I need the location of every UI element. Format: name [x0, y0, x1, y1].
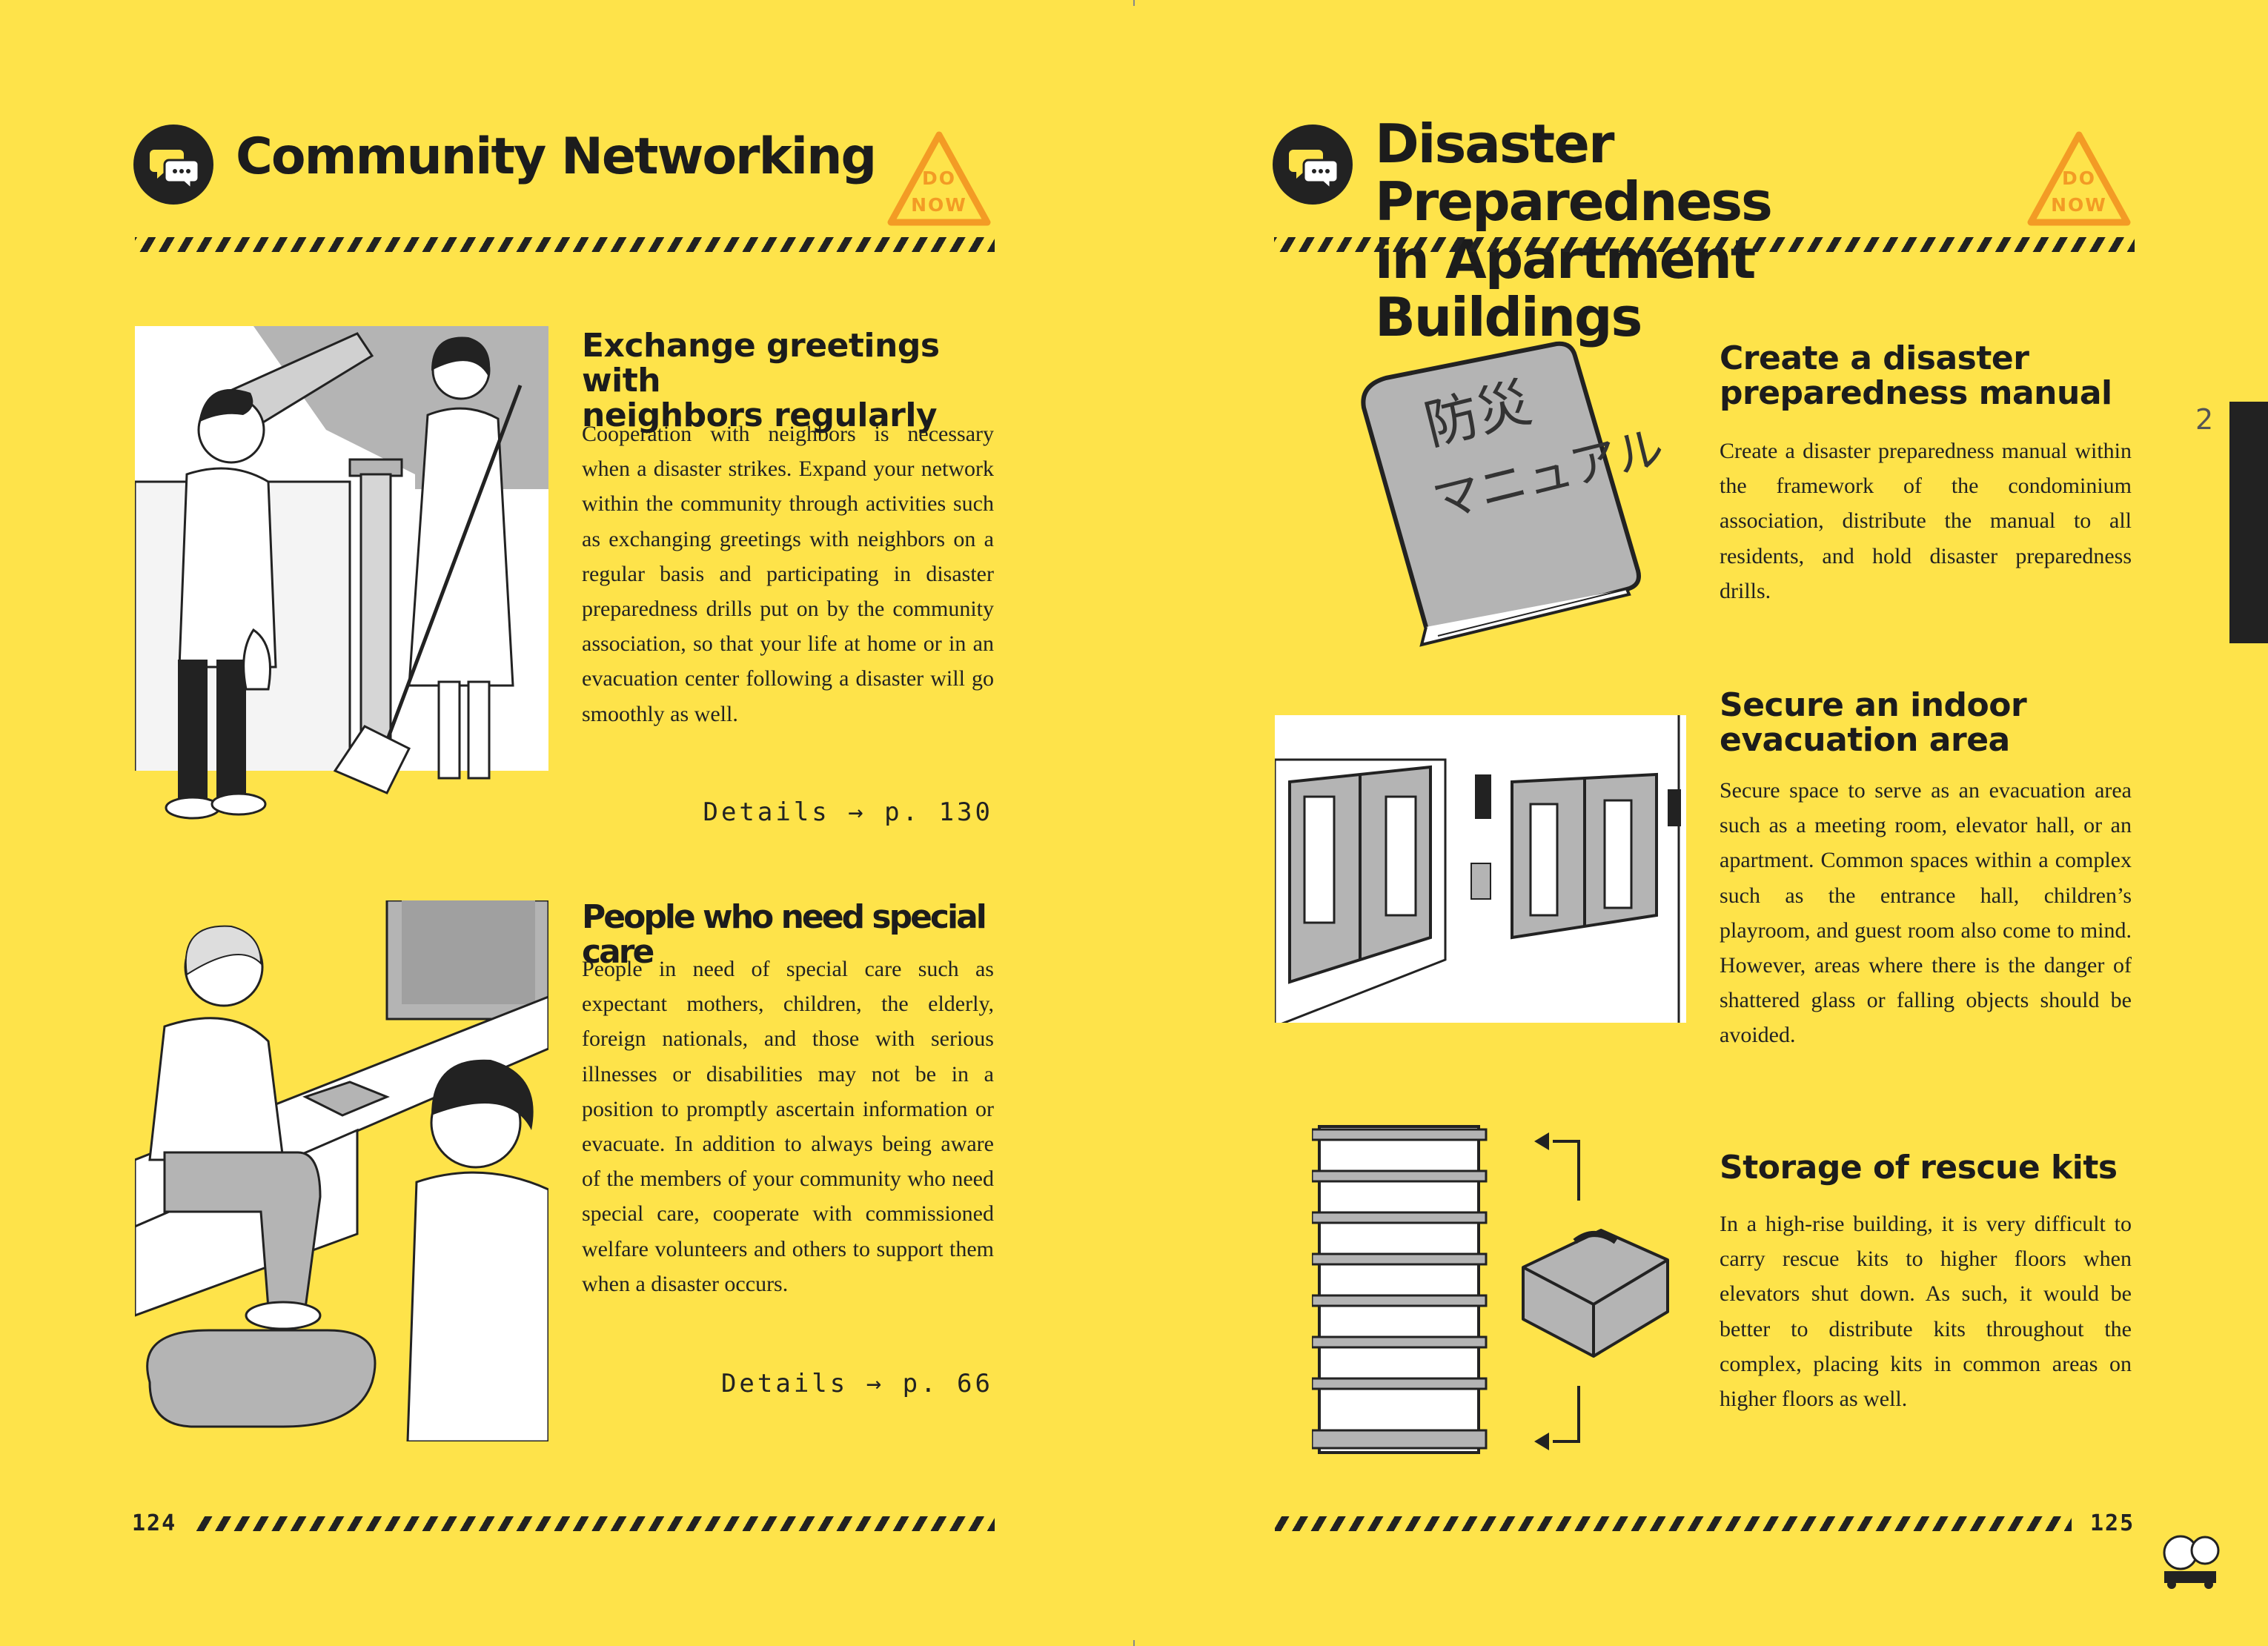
right-page: Disaster Preparedness in Apartment Build… [1134, 0, 2268, 1646]
section-heading: Secure an indoor evacuation area [1720, 688, 2142, 757]
page-title: Community Networking [236, 127, 875, 187]
fold-mark-bottom [1133, 1640, 1135, 1646]
header-stripe [1274, 237, 2135, 252]
elevator-hall-illustration [1275, 715, 1686, 1023]
page-number: 125 [2090, 1510, 2135, 1536]
manual-book-illustration: 防災 マニュアル [1327, 333, 1682, 660]
section-heading: Storage of rescue kits [1720, 1150, 2142, 1185]
left-page: Community Networking DO NOW [0, 0, 1134, 1646]
do-now-badge: DO NOW [883, 127, 995, 231]
page-title: Disaster Preparedness in Apartment Build… [1375, 115, 2005, 346]
chapter-tab [2229, 402, 2268, 643]
do-now-line1: DO [2023, 166, 2135, 191]
footer-stripe [196, 1516, 995, 1531]
heading-line: Exchange greetings with [582, 328, 1004, 398]
do-now-line1: DO [883, 166, 995, 191]
chat-bubbles-icon [133, 125, 213, 205]
section-body: Cooperation with neighbors is necessary … [582, 417, 994, 731]
neighbors-greeting-illustration [135, 326, 548, 837]
section-body: In a high-rise building, it is very diff… [1720, 1207, 2132, 1416]
rescue-kit-illustration [1312, 1119, 1682, 1460]
chat-bubbles-icon [1273, 125, 1353, 205]
section-body: Secure space to serve as an evacuation a… [1720, 773, 2132, 1053]
section-heading: Create a disaster preparedness manual [1720, 341, 2142, 411]
special-care-illustration [135, 900, 548, 1441]
chapter-number: 2 [2195, 403, 2213, 436]
mascot-icon [2149, 1512, 2231, 1593]
footer-stripe [1275, 1516, 2072, 1531]
do-now-line2: NOW [2023, 193, 2135, 218]
do-now-line2: NOW [883, 193, 995, 218]
title-line: Disaster Preparedness [1375, 115, 2005, 230]
do-now-badge: DO NOW [2023, 127, 2135, 231]
heading-line: preparedness manual [1720, 376, 2142, 411]
section-body: Create a disaster preparedness manual wi… [1720, 434, 2132, 608]
section-body: People in need of special care such as e… [582, 952, 994, 1301]
details-link[interactable]: Details → p. 66 [667, 1369, 993, 1398]
heading-line: Secure an indoor [1720, 688, 2142, 723]
fold-mark-top [1133, 0, 1135, 6]
page-number: 124 [132, 1510, 176, 1536]
heading-line: evacuation area [1720, 723, 2142, 757]
heading-line: Create a disaster [1720, 341, 2142, 376]
header-stripe [135, 237, 995, 252]
details-link[interactable]: Details → p. 130 [667, 797, 993, 827]
